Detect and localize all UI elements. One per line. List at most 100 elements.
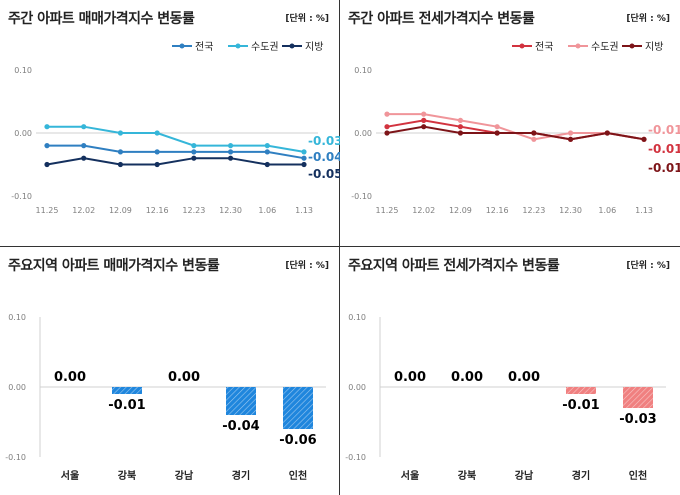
bar (226, 387, 256, 415)
bar (566, 387, 596, 394)
data-point (264, 161, 270, 168)
bar-value-label: -0.03 (619, 412, 656, 427)
y-tick-label: -0.10 (5, 453, 26, 462)
end-value-label: -0.01 (648, 142, 680, 156)
category-label: 강남 (515, 469, 534, 482)
bar-value-label: 0.00 (54, 370, 86, 385)
sale-region-panel: 주요지역 아파트 매매가격지수 변동률 [단위 : %] 0.10 0.00 -0.… (0, 247, 340, 495)
bar (283, 387, 313, 429)
x-tick-label: 12.02 (72, 206, 95, 215)
series-line (46, 157, 304, 166)
x-tick-label: 12.02 (412, 206, 435, 215)
chart-title: 주간 아파트 매매가격지수 변동률 (8, 11, 195, 27)
x-tick-label: 1.13 (635, 206, 653, 215)
data-point (81, 143, 87, 149)
category-label: 서울 (401, 469, 419, 482)
data-point (264, 143, 270, 149)
jeonse-region-chart: 0.10 0.00 -0.10 0.00 서울 0.00 강북 0.00 강남 -0.01 경기 -0… (345, 313, 666, 482)
bar (112, 387, 142, 394)
bar-value-label: -0.01 (562, 398, 599, 413)
jeonse-region-panel: 주요지역 아파트 전세가격지수 변동률 [단위 : %] 0.10 0.00 -0.… (340, 247, 680, 495)
legend-swatch-marker (575, 43, 581, 49)
y-tick-label: -0.10 (11, 192, 32, 201)
data-point (117, 161, 124, 168)
sale-weekly-chart: 0.10 0.00 -0.10 11.25 12.02 12.09 12.16 12.23 12… (11, 41, 340, 215)
unit-label: [단위 : %] (626, 14, 670, 24)
legend-swatch-marker (289, 43, 295, 49)
data-point (421, 117, 427, 123)
bar-value-label: -0.06 (279, 433, 316, 448)
category-label: 강북 (458, 469, 476, 482)
sale-weekly-panel: 주간 아파트 매매가격지수 변동률 [단위 : %] 0.10 0.00 -0.10… (0, 0, 340, 247)
x-tick-label: 1.06 (258, 206, 276, 215)
category-label: 강북 (118, 469, 136, 482)
end-value-label: -0.01 (648, 123, 680, 137)
end-value-label: -0.05 (308, 167, 340, 181)
end-value-label: -0.03 (308, 134, 340, 148)
series-line (47, 144, 305, 160)
x-tick-label: 12.09 (449, 206, 472, 215)
data-point (81, 155, 87, 161)
series-line (386, 119, 645, 141)
data-point (191, 149, 197, 155)
y-tick-label: 0.00 (354, 129, 372, 138)
data-point (154, 130, 160, 136)
data-point (531, 130, 537, 136)
x-tick-label: 1.13 (295, 206, 313, 215)
category-label: 경기 (572, 469, 590, 482)
data-point (457, 130, 464, 136)
jeonse-weekly-panel: 주간 아파트 전세가격지수 변동률 [단위 : %] 0.10 0.00 -0.10… (340, 0, 680, 247)
data-point (301, 161, 307, 168)
x-tick-label: 11.25 (376, 206, 399, 215)
y-tick-label: 0.10 (348, 313, 366, 322)
end-value-label: -0.04 (308, 150, 340, 164)
end-value-label: -0.01 (648, 161, 680, 175)
unit-label: [단위 : %] (285, 14, 329, 24)
sale-region-chart: 0.10 0.00 -0.10 0.00 서울 -0.01 강북 0.00 강남 -0.04 경기 -… (5, 313, 326, 482)
x-tick-label: 12.23 (182, 206, 205, 215)
data-point (567, 136, 574, 142)
unit-label: [단위 : %] (285, 261, 329, 271)
legend-label: 전국 (535, 41, 553, 53)
data-point (227, 143, 234, 149)
chart-title: 주요지역 아파트 전세가격지수 변동률 (348, 258, 560, 274)
data-point (494, 130, 500, 136)
data-point (567, 130, 574, 136)
bar-value-label: -0.01 (108, 398, 145, 413)
legend-label: 수도권 (251, 41, 279, 53)
legend-swatch-marker (235, 43, 241, 49)
y-tick-label: 0.00 (8, 383, 26, 392)
data-point (81, 124, 87, 130)
jeonse-weekly-chart: 0.10 0.00 -0.10 11.25 12.02 12.09 12.16 12.23 12… (351, 41, 680, 215)
data-point (384, 111, 390, 117)
data-point (44, 161, 50, 168)
x-tick-label: 12.23 (522, 206, 545, 215)
data-point (44, 124, 50, 130)
legend-swatch-marker (629, 43, 635, 49)
x-tick-label: 12.16 (146, 206, 169, 215)
data-point (641, 136, 647, 142)
data-point (457, 117, 464, 123)
data-point (264, 149, 270, 155)
series-line (386, 125, 645, 141)
category-label: 인천 (629, 469, 647, 482)
y-tick-label: 0.00 (348, 383, 366, 392)
legend-label: 지방 (305, 41, 323, 53)
data-point (154, 149, 160, 155)
data-point (191, 155, 197, 161)
category-label: 서울 (61, 469, 79, 482)
y-tick-label: 0.10 (354, 66, 372, 75)
x-tick-label: 12.09 (109, 206, 132, 215)
data-point (531, 136, 537, 142)
legend-swatch-marker (519, 43, 525, 49)
data-point (117, 149, 124, 155)
data-point (421, 111, 427, 117)
legend-swatch-marker (179, 43, 185, 49)
data-point (604, 130, 610, 136)
data-point (384, 124, 390, 130)
chart-title: 주간 아파트 전세가격지수 변동률 (348, 11, 535, 27)
unit-label: [단위 : %] (626, 261, 670, 271)
y-tick-label: -0.10 (345, 453, 366, 462)
data-point (227, 155, 234, 161)
y-tick-label: 0.10 (14, 66, 32, 75)
